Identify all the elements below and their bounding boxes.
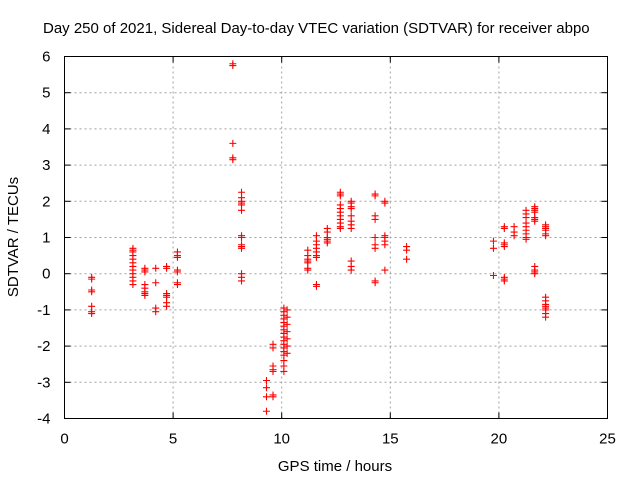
data-point [531, 217, 539, 225]
y-tick-label: 1 [42, 230, 50, 247]
y-tick-label: 3 [42, 157, 50, 174]
data-point [229, 156, 237, 164]
data-point [489, 272, 497, 280]
data-point [173, 253, 181, 261]
data-point [173, 268, 181, 276]
data-point [489, 237, 497, 245]
data-point [229, 62, 237, 70]
grid [64, 56, 608, 419]
axis-ticks [64, 56, 608, 419]
y-axis-label: SDTVAR / TECUs [5, 177, 22, 297]
chart-title: Day 250 of 2021, Sidereal Day-to-day VTE… [43, 20, 590, 37]
data-point [347, 205, 355, 213]
data-point [381, 199, 389, 207]
data-point [280, 367, 288, 375]
data-point [269, 393, 277, 401]
y-tick-label: -3 [37, 374, 50, 391]
data-point [262, 376, 270, 384]
y-tick-label: 6 [42, 49, 50, 66]
data-point [141, 291, 149, 299]
x-tick-label: 15 [382, 431, 399, 448]
x-tick-label: 20 [491, 431, 508, 448]
data-point [403, 255, 411, 263]
data-point [542, 232, 550, 240]
data-point [283, 335, 291, 343]
data-point [283, 313, 291, 321]
data-point [283, 328, 291, 336]
y-tick-label: -1 [37, 302, 50, 319]
data-point [283, 342, 291, 350]
data-point [371, 234, 379, 241]
y-tick-label: -2 [37, 338, 50, 355]
data-point [88, 310, 96, 318]
data-point [336, 192, 344, 200]
data-point [163, 264, 171, 272]
data-point [262, 393, 270, 401]
data-point [283, 320, 291, 328]
data-point [312, 282, 320, 290]
data-point [531, 270, 539, 278]
x-tick-label: 10 [273, 431, 290, 448]
data-point [347, 266, 355, 274]
y-tick-labels: -4 -3 -2 -1 0 1 2 3 4 5 6 [37, 49, 50, 428]
data-point [238, 234, 246, 241]
y-tick-label: -4 [37, 411, 50, 428]
data-point [262, 384, 270, 392]
data-point [88, 288, 96, 296]
y-tick-label: 2 [42, 193, 50, 210]
x-tick-labels: 0 5 10 15 20 25 [60, 431, 616, 448]
data-point [238, 277, 246, 285]
data-point [152, 264, 160, 272]
data-point [500, 224, 508, 232]
data-point [500, 243, 508, 251]
x-tick-label: 0 [60, 431, 68, 448]
data-point [347, 224, 355, 232]
data-point [500, 277, 508, 285]
data-point [371, 215, 379, 223]
data-point [262, 407, 270, 415]
data-point [129, 281, 137, 289]
data-point [336, 224, 344, 232]
data-point [283, 349, 291, 357]
y-tick-label: 0 [42, 266, 50, 283]
data-point [542, 313, 550, 321]
data-point [381, 266, 389, 274]
data-point [323, 239, 331, 247]
data-point [269, 344, 277, 352]
data-point [229, 139, 237, 147]
data-point [269, 367, 277, 375]
data-point [371, 244, 379, 252]
data-point [152, 279, 160, 287]
data-point [304, 266, 312, 274]
data-points [88, 60, 550, 415]
data-point [381, 241, 389, 249]
data-point [403, 246, 411, 254]
data-point [163, 302, 171, 310]
data-point [312, 253, 320, 261]
data-point [371, 192, 379, 200]
x-tick-label: 5 [169, 431, 177, 448]
y-tick-label: 4 [42, 121, 50, 138]
data-point [238, 206, 246, 214]
y-tick-label: 5 [42, 85, 50, 102]
data-point [522, 235, 530, 243]
data-point [510, 232, 518, 240]
data-point [152, 308, 160, 316]
data-point [141, 268, 149, 276]
data-point [88, 275, 96, 283]
data-point [283, 306, 291, 314]
data-point [238, 244, 246, 252]
data-point [371, 279, 379, 287]
data-point [173, 281, 181, 289]
data-point [489, 244, 497, 252]
x-tick-label: 25 [599, 431, 616, 448]
x-axis-label: GPS time / hours [278, 458, 392, 475]
